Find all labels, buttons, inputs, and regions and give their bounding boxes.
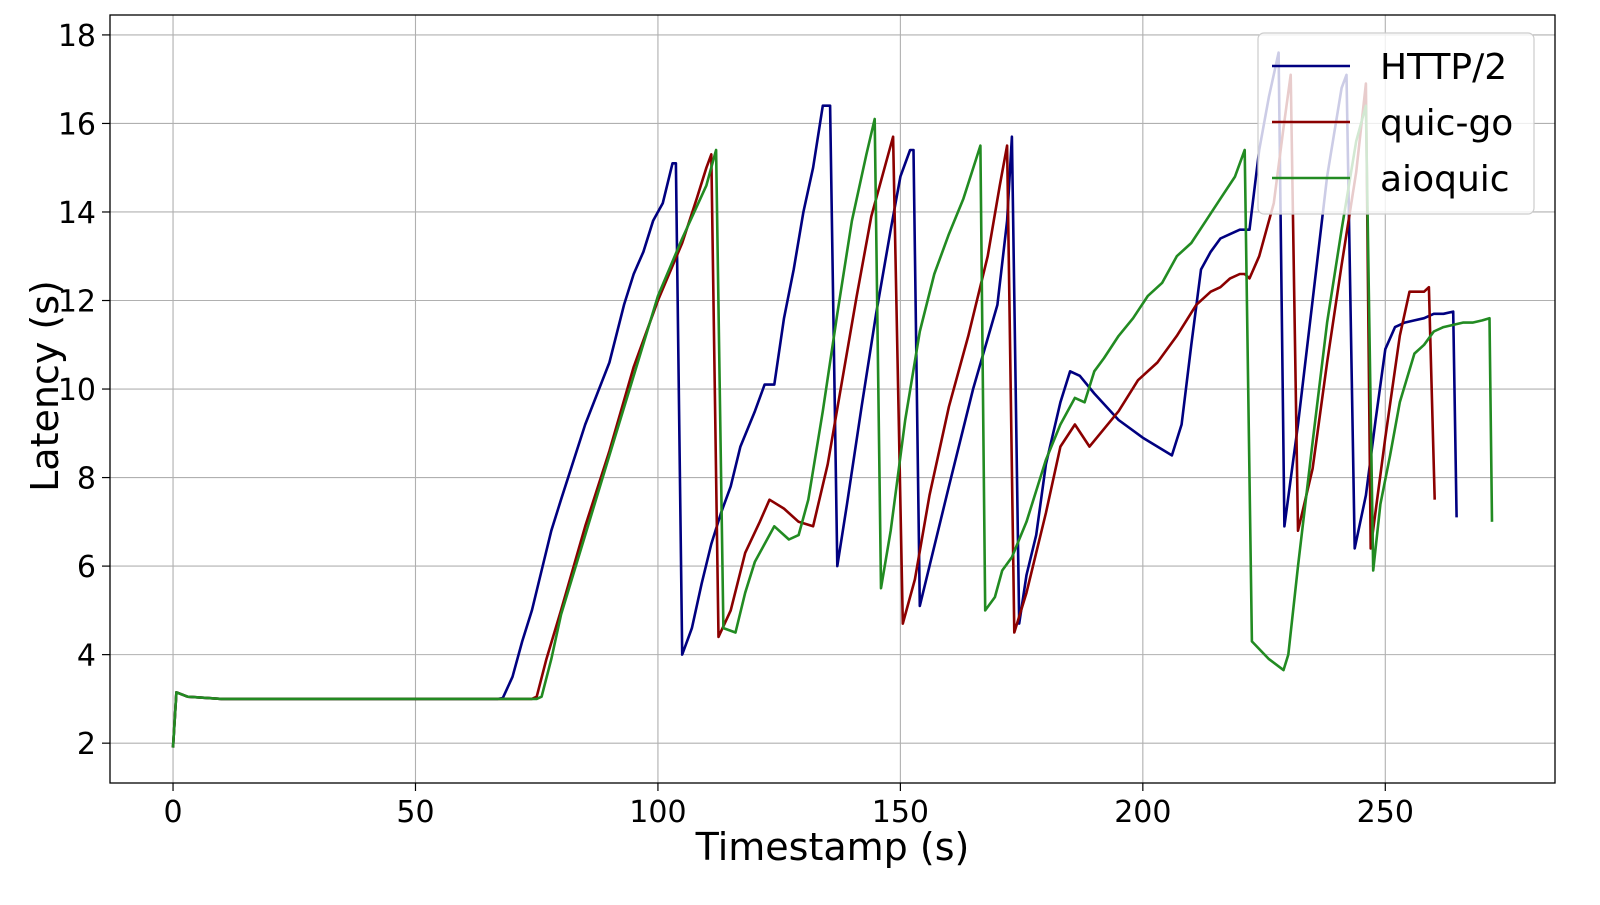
legend-items: HTTP/2 quic-go aioquic	[1272, 47, 1513, 200]
legend-label-1: quic-go	[1380, 103, 1513, 144]
legend-box	[1257, 32, 1535, 215]
series-line-0	[171, 51, 1458, 748]
y-tick-label: 8	[77, 462, 96, 497]
axis-ticks: 0 50 100 150 200 250 2 4 6 8 10 12 14 16 18	[58, 19, 1414, 830]
plot-frame	[109, 14, 1556, 784]
y-tick-label: 12	[58, 285, 96, 320]
x-tick-label: 150	[872, 795, 929, 830]
legend-label-0: HTTP/2	[1380, 47, 1507, 88]
x-tick-label: 50	[396, 795, 434, 830]
x-tick-label: 200	[1114, 795, 1171, 830]
y-tick-label: 2	[77, 727, 96, 762]
x-tick-label: 0	[163, 795, 182, 830]
x-axis-label: Timestamp (s)	[695, 825, 970, 869]
y-tick-label: 14	[58, 196, 96, 231]
legend-label-2: aioquic	[1380, 159, 1510, 200]
y-axis-label: Latency (s)	[23, 280, 67, 492]
y-tick-label: 16	[58, 107, 96, 142]
y-tick-label: 4	[77, 639, 96, 674]
x-tick-label: 250	[1357, 795, 1414, 830]
y-tick-label: 18	[58, 19, 96, 54]
y-tick-label: 10	[58, 373, 96, 408]
legend: HTTP/2 quic-go aioquic	[1257, 32, 1535, 215]
y-tick-label: 6	[77, 550, 96, 585]
x-tick-label: 100	[629, 795, 686, 830]
